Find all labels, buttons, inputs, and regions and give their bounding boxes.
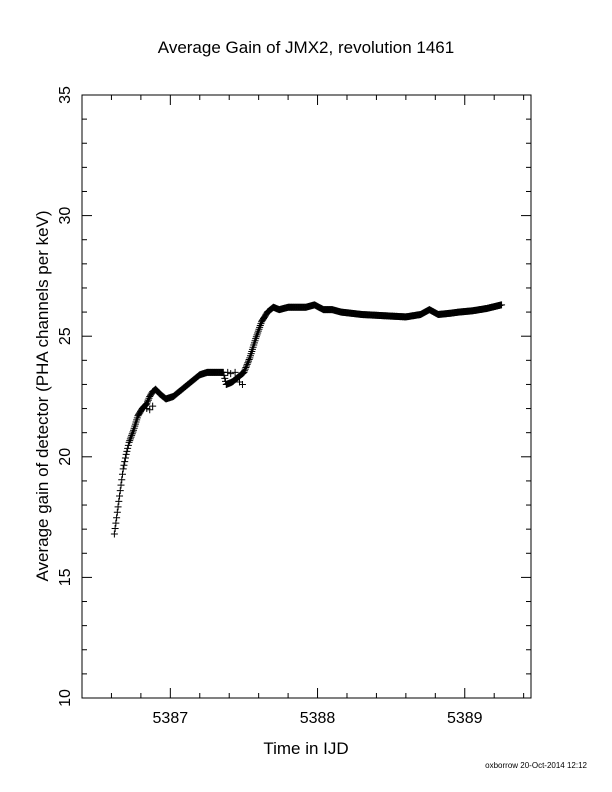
data-point [115, 497, 123, 505]
y-tick-labels: 10 15 20 25 30 35 [57, 86, 74, 707]
data-point [116, 487, 124, 495]
y-tick-label: 15 [57, 568, 74, 586]
data-point [118, 470, 126, 478]
data-point [244, 359, 252, 367]
x-tick-label: 5389 [447, 710, 483, 727]
data-point [231, 368, 239, 376]
data-point [498, 301, 506, 309]
data-point [113, 508, 121, 516]
data-point [128, 431, 136, 439]
data-point [241, 365, 249, 373]
data-point [238, 380, 246, 388]
x-tick-label: 5388 [300, 710, 336, 727]
y-tick-label: 10 [57, 689, 74, 707]
data-point [149, 402, 157, 410]
data-point [119, 465, 127, 473]
data-point [146, 406, 154, 414]
y-tick-label: 35 [57, 86, 74, 104]
footer-stamp: oxborrow 20-Oct-2014 12:12 [485, 761, 587, 770]
data-point [123, 447, 131, 455]
data-point [220, 371, 228, 379]
data-point [111, 525, 119, 533]
data-point [121, 454, 129, 462]
data-point [124, 444, 132, 452]
data-point [120, 461, 128, 469]
data-point [144, 398, 152, 406]
data-point [110, 530, 118, 538]
data-point [126, 435, 134, 443]
data-point [243, 362, 251, 370]
data-point [241, 367, 249, 375]
data-point [240, 368, 248, 376]
data-points [110, 301, 506, 538]
data-point [128, 430, 136, 438]
data-point [129, 428, 137, 436]
data-point [118, 476, 126, 484]
x-axis-title: Time in IJD [263, 739, 348, 758]
data-point [221, 374, 229, 382]
data-point [145, 394, 153, 402]
x-tick-labels: 5387 5388 5389 [153, 710, 483, 727]
data-point [112, 519, 120, 527]
chart-title: Average Gain of JMX2, revolution 1461 [158, 38, 454, 57]
data-point [125, 438, 133, 446]
data-point [243, 360, 251, 368]
data-point [121, 458, 129, 466]
data-point [127, 433, 135, 441]
y-axis-title: Average gain of detector (PHA channels p… [33, 210, 52, 581]
data-point [227, 370, 235, 378]
y-tick-label: 20 [57, 448, 74, 466]
data-point [117, 481, 125, 489]
data-point [224, 368, 232, 376]
data-point [126, 437, 134, 445]
data-point [242, 364, 250, 372]
data-point [143, 405, 151, 413]
plot-frame [81, 94, 532, 699]
data-point [144, 396, 152, 404]
data-point [245, 356, 253, 364]
data-point [114, 503, 122, 511]
data-point [116, 492, 124, 500]
x-tick-label: 5387 [153, 710, 189, 727]
data-point [113, 514, 121, 522]
y-tick-label: 30 [57, 207, 74, 225]
y-tick-label: 25 [57, 327, 74, 345]
data-point [122, 450, 130, 458]
axis-ticks [81, 94, 531, 699]
data-point [124, 441, 132, 449]
data-point [245, 357, 253, 365]
